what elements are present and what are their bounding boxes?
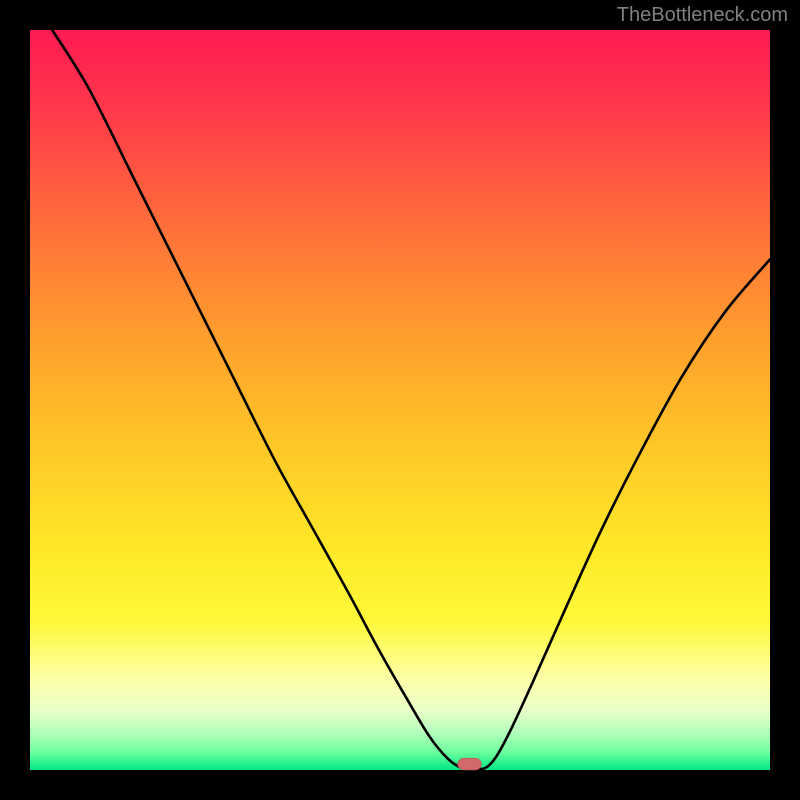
watermark-text: TheBottleneck.com [617,4,788,27]
optimum-marker [458,758,482,770]
bottleneck-curve-chart [0,0,800,800]
gradient-plot-area [30,30,770,770]
chart-frame: TheBottleneck.com [0,0,800,800]
